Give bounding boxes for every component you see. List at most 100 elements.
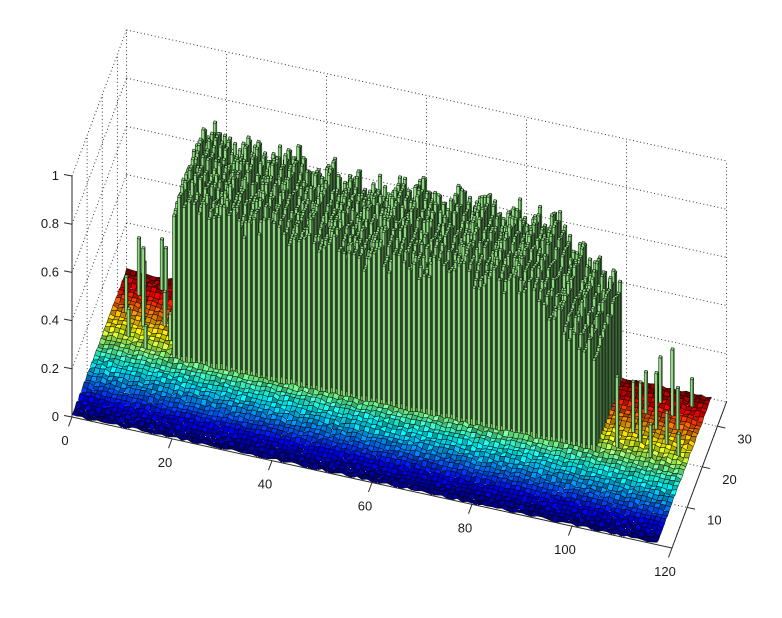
bar (572, 331, 577, 450)
bar (322, 245, 327, 395)
y-tick-label: 10 (707, 512, 721, 527)
bar (197, 211, 202, 368)
x-tick-label: 20 (158, 455, 172, 470)
bar (307, 232, 312, 392)
bar (497, 277, 502, 433)
bar (392, 251, 397, 411)
bar (168, 311, 173, 344)
bar (557, 306, 562, 447)
bar (227, 212, 232, 374)
bar (638, 380, 643, 447)
x-tick-label: 100 (554, 542, 576, 557)
bar (643, 370, 648, 417)
bar (462, 260, 467, 426)
bar (452, 268, 457, 424)
bar (457, 263, 462, 425)
bar (352, 252, 357, 402)
bar (342, 250, 347, 400)
bar (362, 268, 367, 404)
bar (542, 301, 547, 443)
tick-labels: 0 20 40 60 80 100 120 10 20 30 0 0.2 0.4 0.6 0.8 1 (41, 168, 752, 579)
bar (432, 254, 437, 419)
bar (372, 251, 377, 406)
z-tick-label: 0.4 (41, 313, 59, 328)
bar (522, 289, 527, 439)
bar (422, 273, 427, 417)
bar (467, 268, 472, 427)
bar (689, 377, 694, 410)
bar (427, 274, 432, 418)
bar (582, 349, 587, 452)
bar (159, 237, 164, 294)
y-tick-label: 30 (737, 431, 751, 446)
bar (302, 236, 307, 391)
bar (412, 261, 417, 415)
bar (162, 289, 167, 330)
bar (247, 219, 252, 379)
bar (512, 274, 517, 437)
bar (332, 233, 337, 397)
z-tick-label: 0.2 (41, 361, 59, 376)
x-tick-label: 60 (358, 499, 372, 514)
bar (654, 371, 659, 433)
bar (337, 248, 342, 399)
z-tick-label: 0.6 (41, 264, 59, 279)
bar (670, 347, 675, 419)
bar (207, 216, 212, 370)
bar (232, 207, 237, 376)
x-tick-label: 40 (258, 477, 272, 492)
bar (347, 250, 352, 401)
bar (172, 213, 177, 362)
bar (567, 337, 572, 449)
bar (502, 290, 507, 435)
bar (267, 217, 272, 383)
bar (222, 204, 227, 373)
z-tick-label: 1 (52, 168, 59, 183)
bar (262, 217, 267, 382)
bar (402, 260, 407, 413)
bar (532, 287, 537, 441)
bar (177, 194, 182, 364)
bar (143, 324, 148, 352)
bar (252, 216, 257, 380)
bar (312, 241, 317, 393)
bar (507, 277, 512, 436)
bar (437, 257, 442, 420)
bar (547, 317, 552, 444)
bar (182, 204, 187, 365)
bar (417, 276, 422, 416)
bar (282, 231, 287, 387)
x-tick-label: 80 (458, 520, 472, 535)
bar (377, 246, 382, 407)
bar (517, 291, 522, 438)
z-tick-label: 0 (52, 409, 59, 424)
bar (577, 346, 582, 451)
x-tick-label: 120 (654, 564, 676, 579)
bar (664, 410, 669, 448)
bar (297, 239, 302, 390)
bar (287, 242, 292, 388)
bar (472, 285, 477, 428)
bar (407, 266, 412, 414)
bar (482, 283, 487, 430)
bar (492, 267, 497, 432)
bar (592, 357, 597, 454)
bar (675, 385, 680, 433)
bar (648, 422, 653, 462)
bar (527, 278, 532, 440)
bar (357, 255, 362, 403)
bar (242, 235, 247, 378)
bar (442, 262, 447, 421)
bar (477, 286, 482, 429)
y-tick-label: 20 (722, 472, 736, 487)
bar (631, 379, 636, 436)
x-tick-label: 0 (61, 433, 68, 448)
bar (615, 374, 620, 450)
bar (587, 336, 592, 453)
bar (257, 232, 262, 381)
bar (552, 316, 557, 445)
bar (136, 236, 141, 298)
bar (217, 214, 222, 372)
